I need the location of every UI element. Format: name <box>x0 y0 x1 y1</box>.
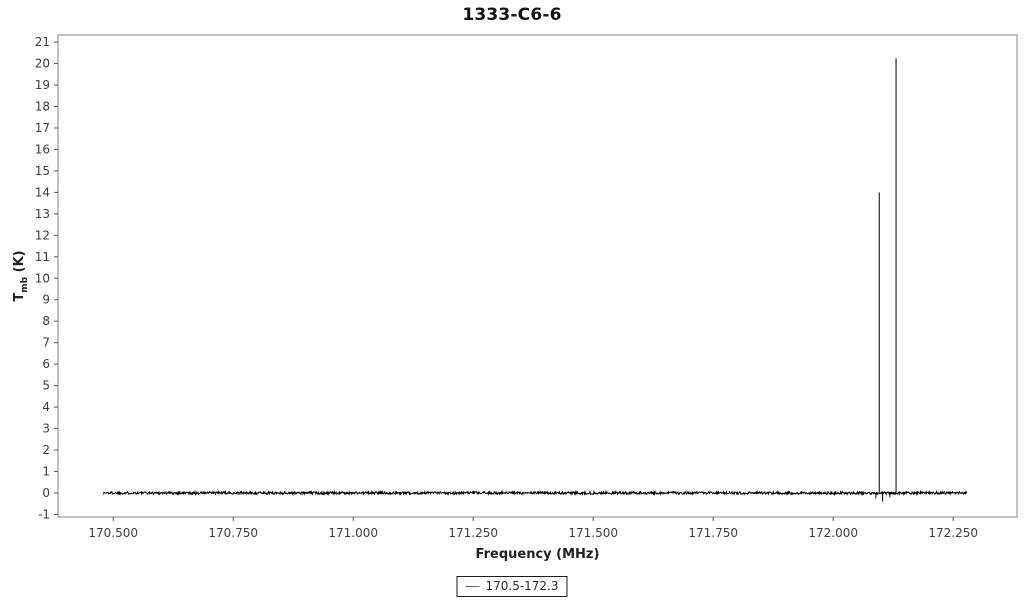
spectrum-line <box>103 58 968 502</box>
y-tick-label: 12 <box>35 228 50 242</box>
y-tick-label: 6 <box>42 357 50 371</box>
y-tick-label: -1 <box>38 507 50 521</box>
y-tick-label: 16 <box>35 142 50 156</box>
x-tick-label: 171.750 <box>688 526 738 540</box>
x-tick-label: 172.250 <box>928 526 978 540</box>
legend-label: 170.5-172.3 <box>485 579 559 593</box>
y-tick-label: 21 <box>35 35 50 49</box>
x-tick-label: 172.000 <box>808 526 858 540</box>
x-tick-label: 170.750 <box>208 526 258 540</box>
y-tick-label: 14 <box>35 185 50 199</box>
y-tick-label: 5 <box>42 379 50 393</box>
y-tick-label: 11 <box>35 250 50 264</box>
x-tick-label: 170.500 <box>88 526 138 540</box>
y-tick-label: 9 <box>42 293 50 307</box>
chart-title: 1333-C6-6 <box>462 5 562 25</box>
y-tick-label: 1 <box>42 464 50 478</box>
y-tick-label: 4 <box>42 400 50 414</box>
y-tick-label: 8 <box>42 314 50 328</box>
y-tick-label: 19 <box>35 78 50 92</box>
y-tick-label: 7 <box>42 336 50 350</box>
x-tick-label: 171.250 <box>448 526 498 540</box>
y-tick-label: 3 <box>42 422 50 436</box>
y-tick-label: 13 <box>35 207 50 221</box>
y-tick-label: 18 <box>35 99 50 113</box>
y-tick-label: 2 <box>42 443 50 457</box>
y-tick-label: 15 <box>35 164 50 178</box>
x-axis-title: Frequency (MHz) <box>475 547 600 562</box>
legend: 170.5-172.3 <box>456 576 568 597</box>
x-tick-label: 171.500 <box>568 526 618 540</box>
y-tick-label: 10 <box>35 271 50 285</box>
x-tick-label: 171.000 <box>328 526 378 540</box>
plot-border <box>57 34 1018 518</box>
legend-line-sample <box>465 585 480 587</box>
y-tick-label: 20 <box>35 57 50 71</box>
y-tick-label: 17 <box>35 121 50 135</box>
y-tick-label: 0 <box>42 486 50 500</box>
